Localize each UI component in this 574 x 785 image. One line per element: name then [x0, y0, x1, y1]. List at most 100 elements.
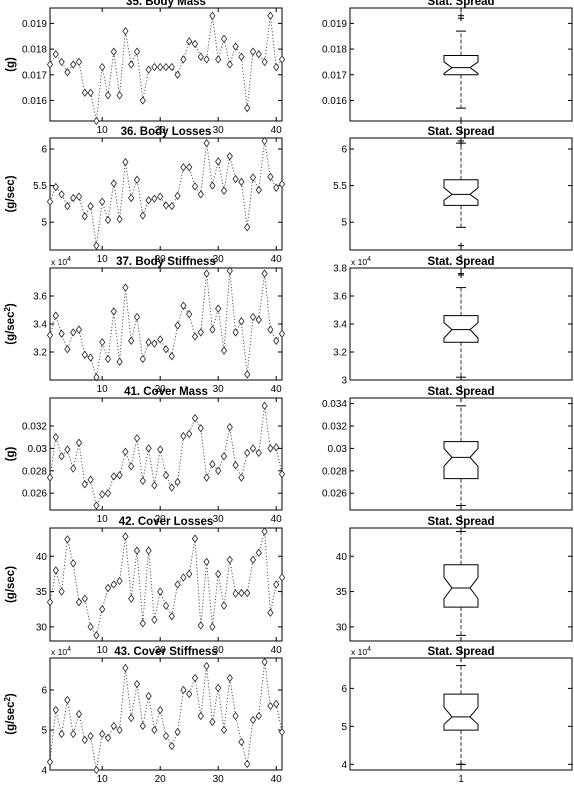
y-tick-label: 30 — [36, 622, 48, 633]
data-point — [104, 489, 112, 498]
data-point — [203, 557, 210, 567]
y-tick-label: 0.03 — [28, 444, 48, 455]
data-point — [162, 345, 170, 354]
data-point — [81, 212, 88, 221]
data-point — [197, 52, 204, 61]
data-point — [220, 452, 228, 461]
x-tick-label: 40 — [271, 384, 283, 395]
data-point — [209, 622, 216, 632]
chart-title: Stat. Spread — [427, 0, 494, 8]
data-point — [87, 88, 94, 97]
y-tick-label: 35 — [36, 587, 48, 598]
data-point — [238, 177, 245, 187]
data-point — [226, 422, 233, 432]
x-tick-label: 20 — [155, 645, 167, 656]
notched-box — [443, 564, 479, 608]
data-point — [157, 335, 164, 344]
data-point — [220, 601, 228, 610]
data-point — [93, 373, 100, 382]
y-tick-label: 4 — [341, 760, 347, 771]
data-point — [203, 138, 210, 148]
data-point — [186, 163, 193, 172]
data-point — [145, 338, 152, 347]
data-point — [168, 201, 175, 211]
data-point — [145, 546, 152, 555]
data-point — [267, 444, 274, 453]
y-axis-label: (g/sec2) — [3, 693, 17, 735]
data-point — [278, 573, 286, 582]
data-point — [104, 354, 112, 364]
data-point — [46, 60, 54, 69]
y-tick-label: 5 — [341, 218, 347, 229]
data-point — [244, 588, 251, 598]
data-point — [58, 57, 65, 67]
axes-frame — [49, 657, 283, 771]
x-tick-label: 30 — [213, 514, 225, 525]
y-tick-label: 3.8 — [333, 264, 347, 275]
data-point — [273, 62, 280, 72]
chart-title: Stat. Spread — [427, 386, 494, 398]
data-point — [116, 471, 123, 480]
axes-frame — [49, 527, 283, 642]
data-point — [215, 157, 222, 166]
boxplot-panel-2: Stat. Spread 5 5.5 6 1 — [333, 126, 573, 265]
data-point — [104, 215, 112, 225]
x-tick-label: 30 — [213, 774, 225, 785]
x-tick-label: 30 — [213, 384, 225, 395]
notched-box — [443, 315, 479, 343]
data-point — [226, 152, 233, 161]
data-point — [197, 328, 204, 337]
data-point — [191, 673, 199, 683]
data-point — [168, 741, 175, 751]
axes-frame — [49, 397, 283, 511]
data-point — [133, 434, 141, 443]
y-tick-label: 0.016 — [322, 96, 347, 107]
data-point — [226, 555, 233, 564]
x-tick-label: 20 — [155, 254, 167, 265]
data-point — [249, 555, 257, 564]
data-point — [261, 136, 268, 146]
data-point — [249, 47, 257, 56]
data-point — [197, 424, 204, 433]
data-point — [70, 60, 77, 69]
data-point — [151, 62, 158, 72]
data-point — [110, 179, 117, 188]
data-point — [244, 103, 251, 113]
data-point — [52, 182, 59, 192]
notched-box — [443, 693, 479, 731]
data-point — [75, 192, 83, 201]
y-tick-label: 3.2 — [33, 348, 47, 359]
x-tick-label: 40 — [271, 254, 283, 265]
x-tick-label: 10 — [97, 125, 109, 136]
data-point — [64, 695, 71, 705]
data-point — [215, 683, 222, 693]
series-line — [49, 270, 283, 378]
y-tick-label: 6 — [41, 144, 47, 155]
data-point — [273, 336, 280, 345]
data-point — [180, 685, 187, 695]
axis-exponent: x 104 — [51, 646, 71, 657]
data-point — [139, 354, 146, 364]
data-point — [226, 60, 233, 69]
data-point — [133, 47, 141, 56]
y-tick-label: 40 — [336, 552, 348, 563]
y-tick-label: 6 — [41, 686, 47, 697]
data-point — [128, 193, 135, 203]
data-point — [64, 535, 71, 544]
y-tick-label: 0.018 — [22, 45, 47, 56]
y-tick-label: 0.019 — [22, 19, 47, 30]
chart-title: 41. Cover Mass — [124, 386, 208, 398]
data-point — [139, 619, 146, 628]
y-tick-label: 0.028 — [322, 466, 347, 477]
data-point — [64, 345, 71, 354]
data-point — [209, 11, 216, 20]
data-point — [174, 191, 181, 201]
data-point — [232, 589, 239, 598]
y-axis-label-text: (g) — [5, 446, 17, 461]
y-axis-label-text: (g) — [5, 57, 17, 72]
data-point — [93, 241, 100, 250]
data-point — [70, 559, 77, 568]
data-point — [186, 310, 193, 319]
